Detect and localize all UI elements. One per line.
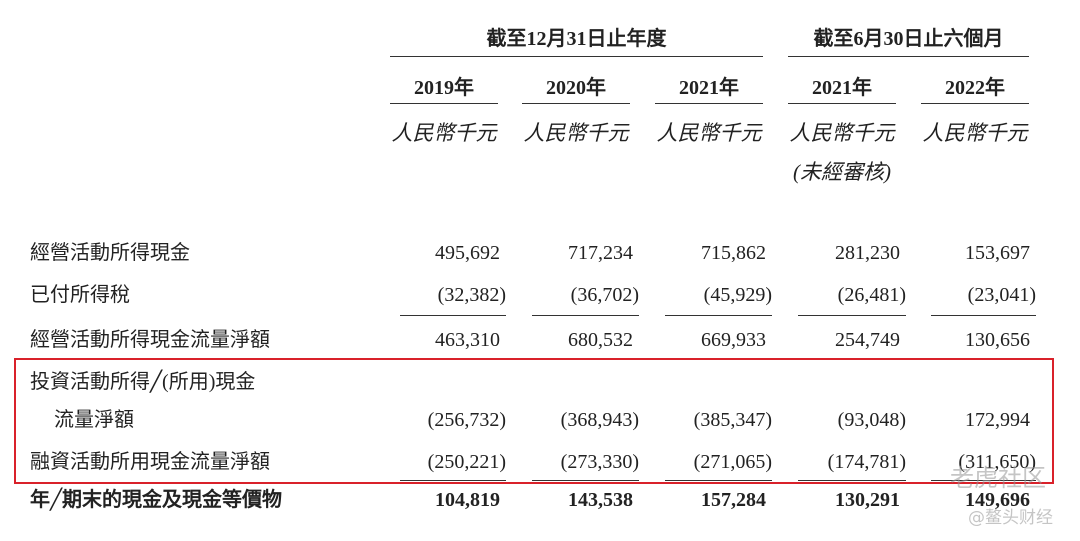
year-rule [522, 103, 630, 104]
sum-rule [665, 480, 772, 481]
cell-value: (250,221) [427, 451, 506, 473]
sum-rule [798, 480, 906, 481]
cell-value: 669,933 [701, 329, 766, 351]
cell-value: (32,382) [437, 284, 506, 306]
row-label: 投資活動所得╱(所用)現金 [30, 371, 256, 393]
currency: 人民幣千元 [523, 121, 629, 145]
cell-value: 495,692 [435, 242, 500, 264]
cell-value: (36,702) [570, 284, 639, 306]
year: 2021年 [679, 77, 739, 99]
cell-value: 130,656 [965, 329, 1030, 351]
sum-rule [931, 315, 1036, 316]
cell-value: (385,347) [693, 409, 772, 431]
cell-value: 157,284 [701, 489, 766, 511]
cell-value: 463,310 [435, 329, 500, 351]
currency: 人民幣千元 [391, 121, 497, 145]
group-header: 截至6月30日止六個月 [813, 28, 1004, 50]
year-rule [655, 103, 763, 104]
cell-value: (271,065) [693, 451, 772, 473]
row-label: 經營活動所得現金流量淨額 [30, 329, 270, 351]
cell-value: (174,781) [827, 451, 906, 473]
currency: 人民幣千元 [922, 121, 1028, 145]
cell-value: (23,041) [967, 284, 1036, 306]
sum-rule [532, 480, 639, 481]
note: (未經審核) [793, 160, 891, 184]
cell-value: (273,330) [560, 451, 639, 473]
highlight-box [14, 358, 1054, 484]
currency: 人民幣千元 [789, 121, 895, 145]
year: 2021年 [812, 77, 872, 99]
year-rule [390, 103, 498, 104]
row-label: 經營活動所得現金 [30, 242, 190, 264]
row-label: 融資活動所用現金流量淨額 [30, 451, 270, 473]
sum-rule [931, 480, 1036, 481]
cell-value: (368,943) [560, 409, 639, 431]
row-label: 已付所得稅 [30, 284, 130, 306]
sum-rule [400, 315, 506, 316]
row-label: 年╱期末的現金及現金等價物 [30, 489, 283, 511]
group-header: 截至12月31日止年度 [486, 28, 667, 50]
year-rule [921, 103, 1029, 104]
sum-rule [665, 315, 772, 316]
watermark: @鳌头财经 [968, 508, 1053, 528]
cell-value: 172,994 [965, 409, 1030, 431]
sum-rule [400, 480, 506, 481]
currency: 人民幣千元 [656, 121, 762, 145]
year-rule [788, 103, 896, 104]
cell-value: (93,048) [837, 409, 906, 431]
year: 2020年 [546, 77, 606, 99]
cell-value: 104,819 [435, 489, 500, 511]
year: 2022年 [945, 77, 1005, 99]
cell-value: (26,481) [837, 284, 906, 306]
cell-value: 717,234 [568, 242, 633, 264]
sum-rule [532, 315, 639, 316]
cell-value: (256,732) [427, 409, 506, 431]
watermark: 老虎社区 [950, 464, 1046, 492]
cell-value: 149,696 [965, 489, 1030, 511]
year: 2019年 [414, 77, 474, 99]
sum-rule [798, 315, 906, 316]
cell-value: (45,929) [703, 284, 772, 306]
group-rule [390, 56, 763, 57]
cell-value: 153,697 [965, 242, 1030, 264]
row-label: 流量淨額 [54, 409, 134, 431]
cell-value: 281,230 [835, 242, 900, 264]
cell-value: 680,532 [568, 329, 633, 351]
cell-value: 143,538 [568, 489, 633, 511]
cell-value: 130,291 [835, 489, 900, 511]
cell-value: (311,650) [958, 451, 1036, 473]
group-rule [788, 56, 1029, 57]
cell-value: 715,862 [701, 242, 766, 264]
cell-value: 254,749 [835, 329, 900, 351]
